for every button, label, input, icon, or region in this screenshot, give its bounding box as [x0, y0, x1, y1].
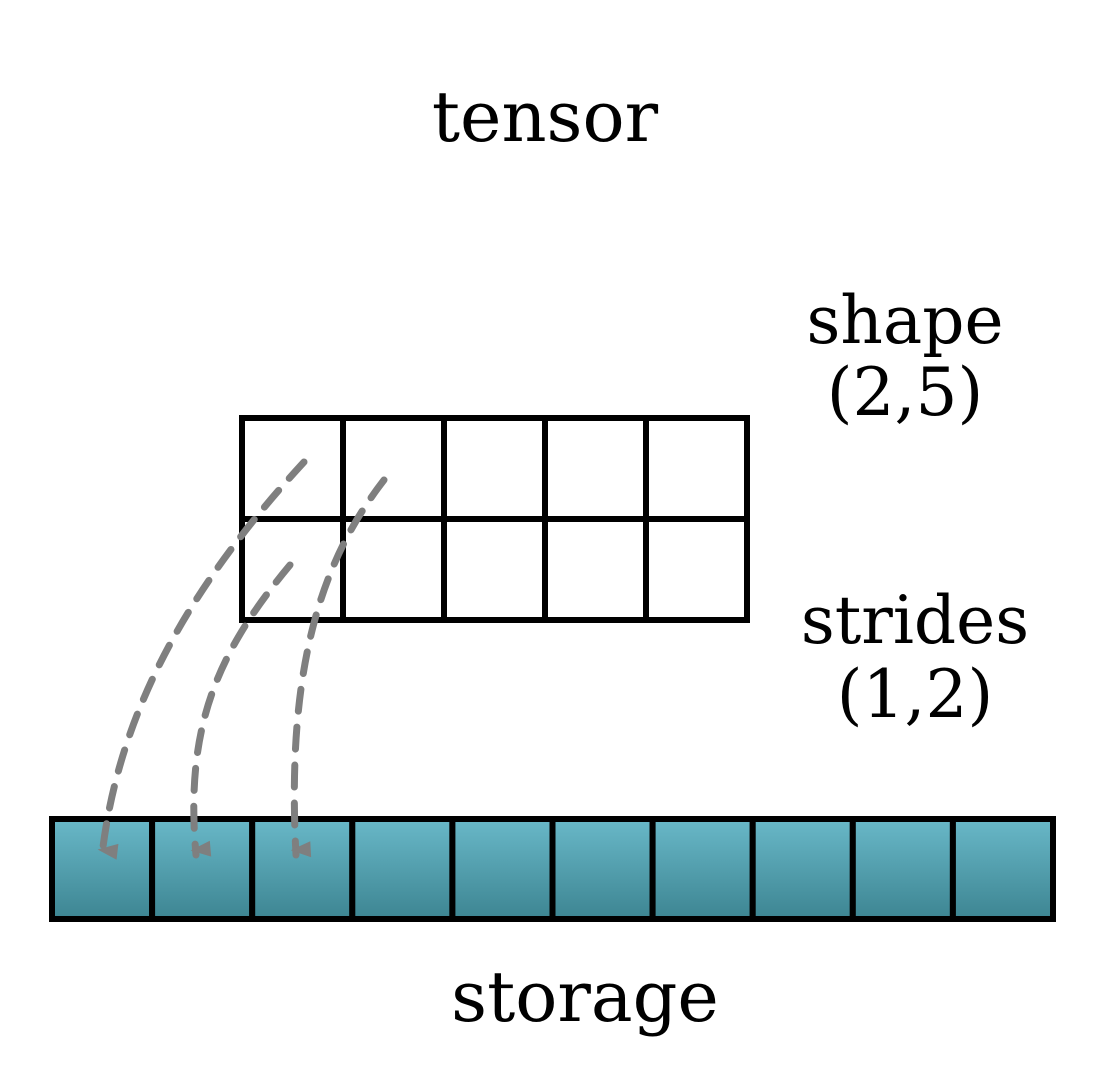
tensor-cell-1-3: [542, 516, 649, 623]
storage-cell-6: [649, 816, 756, 922]
tensor-cell-1-4: [643, 516, 750, 623]
strides-value: (1,2): [836, 656, 994, 733]
tensor-grid: [239, 415, 750, 623]
storage-row: [49, 816, 1057, 922]
tensor-cell-0-2: [441, 415, 548, 522]
tensor-cell-1-2: [441, 516, 548, 623]
tensor-cell-1-1: [340, 516, 447, 623]
storage-cell-1: [149, 816, 256, 922]
storage-cell-9: [949, 816, 1057, 922]
tensor-cell-0-4: [643, 415, 750, 522]
mapping-arrow-0: [97, 458, 308, 860]
tensor-cell-0-0: [239, 415, 346, 522]
shape-value: (2,5): [826, 354, 984, 431]
shape-label: shape: [806, 282, 1004, 359]
tensor-title: tensor: [431, 76, 659, 158]
storage-cell-3: [349, 816, 456, 922]
storage-cell-5: [549, 816, 656, 922]
storage-cell-7: [749, 816, 856, 922]
storage-cell-2: [249, 816, 356, 922]
mapping-arrows: [97, 458, 388, 860]
storage-cell-8: [849, 816, 956, 922]
tensor-cell-0-1: [340, 415, 447, 522]
strides-label: strides: [800, 582, 1030, 659]
storage-cell-4: [449, 816, 556, 922]
storage-label: storage: [451, 956, 719, 1038]
tensor-cell-0-3: [542, 415, 649, 522]
mapping-arrow-1: [190, 561, 294, 859]
mapping-arrow-2: [290, 476, 388, 859]
